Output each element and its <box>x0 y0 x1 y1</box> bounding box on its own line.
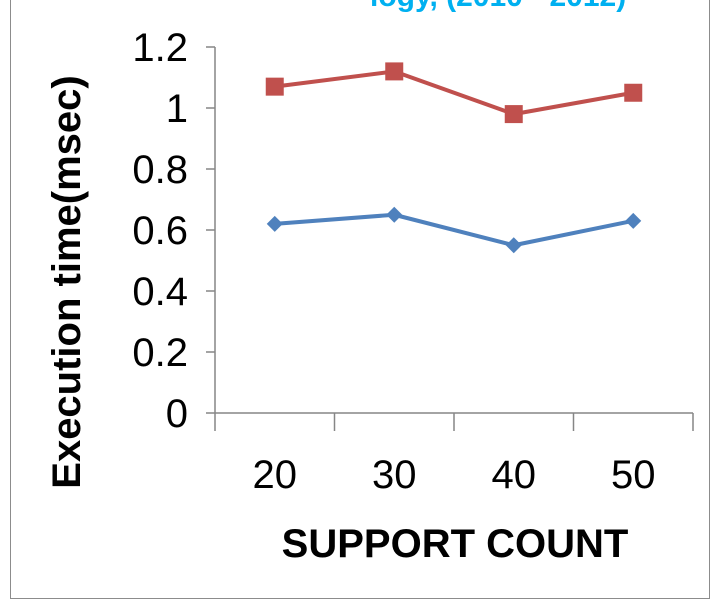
series-1 <box>266 206 642 254</box>
series-1-line <box>274 212 634 248</box>
x-tick-label: 20 <box>253 453 298 497</box>
y-tick-label: 0.6 <box>132 209 188 253</box>
data-point-diamond <box>266 215 283 232</box>
cut-off-heading: logy, (2010 - 2012) <box>370 0 626 13</box>
y-tick-label: 0.2 <box>132 331 188 375</box>
data-point-square <box>624 83 643 102</box>
data-point-square <box>265 77 284 96</box>
series-2-line <box>274 69 634 117</box>
x-axis: 20 30 40 50 <box>214 412 694 497</box>
series-layer <box>265 62 643 254</box>
x-axis-title: SUPPORT COUNT <box>282 522 629 566</box>
y-tick-label: 0.4 <box>132 270 188 314</box>
data-point-square <box>504 105 523 124</box>
chart-frame <box>10 0 710 599</box>
data-point-square <box>385 62 404 81</box>
x-tick-label: 30 <box>372 453 417 497</box>
series-2 <box>265 62 643 124</box>
y-axis: 0 0.2 0.4 0.6 0.8 1 1.2 <box>132 26 216 436</box>
y-axis-title: Execution time(msec) <box>45 75 89 488</box>
data-point-diamond <box>505 237 522 254</box>
y-tick-label: 0 <box>166 392 188 436</box>
y-tick-label: 1.2 <box>132 26 188 70</box>
data-point-diamond <box>625 212 642 229</box>
y-tick-label: 0.8 <box>132 148 188 192</box>
x-tick-label: 50 <box>611 453 656 497</box>
y-tick-label: 1 <box>166 87 188 131</box>
x-tick-label: 40 <box>492 453 537 497</box>
data-point-diamond <box>386 206 403 223</box>
